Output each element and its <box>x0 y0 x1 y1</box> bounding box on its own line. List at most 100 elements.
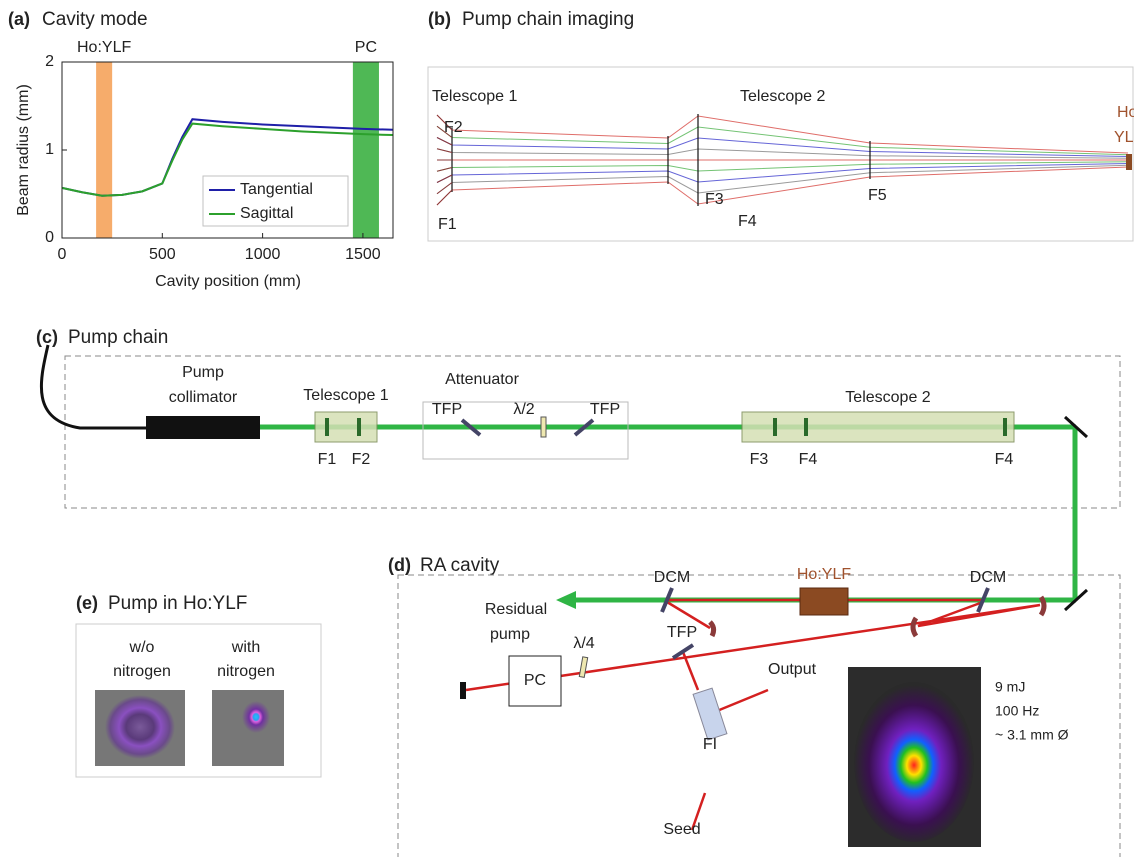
curved-mirror <box>913 618 916 636</box>
lens-label: F4 <box>738 213 757 230</box>
component-label: TFP <box>432 401 462 418</box>
x-tick-label: 1500 <box>345 246 381 263</box>
ray <box>437 126 1128 155</box>
figure: (a) Cavity mode Cavity position (mm) Bea… <box>0 0 1134 857</box>
beam-spot <box>854 682 974 842</box>
lens <box>357 418 361 436</box>
source-ray <box>437 175 452 183</box>
beam-spot <box>105 695 175 759</box>
image-label: nitrogen <box>113 663 171 680</box>
y-tick-label: 0 <box>45 229 54 246</box>
region-label: Ho:YLF <box>77 39 131 56</box>
x-tick-label: 1000 <box>245 246 281 263</box>
y-tick-label: 1 <box>45 141 54 158</box>
fiber <box>41 345 146 428</box>
component-label: Pump <box>182 364 224 381</box>
ray <box>437 149 1128 159</box>
lens <box>1003 418 1007 436</box>
component-label: Ho:YLF <box>797 566 851 583</box>
component-label: collimator <box>169 389 238 406</box>
panel-title: Pump chain imaging <box>462 9 634 30</box>
source-ray <box>437 149 452 153</box>
legend-label: Tangential <box>240 181 313 198</box>
y-tick-label: 2 <box>45 53 54 70</box>
region <box>353 62 379 238</box>
ray <box>437 165 1128 194</box>
panel-label: (a) <box>8 9 30 29</box>
lens-label: F3 <box>750 451 769 468</box>
component-label: Attenuator <box>445 371 520 388</box>
x-tick-label: 0 <box>58 246 67 263</box>
image-label: w/o <box>129 639 155 656</box>
ray-trace <box>437 114 1128 206</box>
component-label: TFP <box>667 624 697 641</box>
panel-label: (e) <box>76 593 98 613</box>
beam-spot <box>242 701 270 733</box>
lens-label: F3 <box>705 191 724 208</box>
ray <box>437 115 1128 153</box>
component-label: Residual <box>485 601 547 618</box>
beam-spec: ~ 3.1 mm Ø <box>995 727 1069 743</box>
lens-label: F1 <box>438 216 457 233</box>
beam-spec: 100 Hz <box>995 703 1039 719</box>
crystal <box>800 588 848 615</box>
component-label: PC <box>524 672 546 689</box>
component-label: λ/4 <box>573 635 594 652</box>
y-axis-label: Beam radius (mm) <box>15 84 32 216</box>
component-label: Output <box>768 661 817 678</box>
lens <box>804 418 808 436</box>
component-label: Seed <box>663 821 700 838</box>
image-label: nitrogen <box>217 663 275 680</box>
ray <box>437 162 1128 172</box>
source-ray <box>437 138 452 146</box>
panel-label: (b) <box>428 9 451 29</box>
ray <box>437 167 1128 205</box>
arrow-head <box>556 591 576 609</box>
telescope-label: Telescope 1 <box>303 387 388 404</box>
lens-label: F5 <box>868 187 887 204</box>
lens-label: F2 <box>444 119 463 136</box>
lens-label: F4 <box>995 451 1014 468</box>
lens <box>773 418 777 436</box>
collimator <box>146 416 260 439</box>
telescope-label: Telescope 2 <box>845 389 930 406</box>
telescope <box>742 412 1014 442</box>
panel-title: RA cavity <box>420 555 500 576</box>
source-ray <box>437 168 452 172</box>
panel-label: (d) <box>388 555 411 575</box>
component-label: FI <box>703 736 717 753</box>
component-label: λ/2 <box>513 401 534 418</box>
panel-label: (c) <box>36 327 58 347</box>
panel-title: Pump in Ho:YLF <box>108 593 247 614</box>
panel-title: Pump chain <box>68 327 168 348</box>
x-axis-label: Cavity position (mm) <box>155 273 301 290</box>
waveplate <box>541 417 546 437</box>
telescope-label: Telescope 2 <box>740 88 825 105</box>
waveplate <box>579 657 587 678</box>
crystal-label: YLF <box>1114 129 1134 146</box>
region-label: PC <box>355 39 377 56</box>
lens-label: F4 <box>799 451 818 468</box>
faraday-isolator <box>693 688 727 740</box>
panel-title: Cavity mode <box>42 9 148 30</box>
legend-label: Sagittal <box>240 205 293 222</box>
lens-label: F2 <box>352 451 371 468</box>
curved-mirror <box>710 622 714 636</box>
lens-label: F1 <box>318 451 337 468</box>
crystal <box>1126 154 1132 170</box>
component-label: DCM <box>654 569 690 586</box>
component-label: DCM <box>970 569 1006 586</box>
beam-spec: 9 mJ <box>995 679 1025 695</box>
curved-mirror <box>1041 597 1044 615</box>
end-mirror <box>460 682 466 699</box>
component-label: pump <box>490 626 530 643</box>
crystal-label: Ho: <box>1117 104 1134 121</box>
telescope-label: Telescope 1 <box>432 88 517 105</box>
region <box>96 62 112 238</box>
x-tick-label: 500 <box>149 246 176 263</box>
image-label: with <box>231 639 260 656</box>
component-label: TFP <box>590 401 620 418</box>
lens <box>325 418 329 436</box>
cavity-mode-chart: Ho:YLF PC 0 500 1000 1500 0 1 2 Tangential Sagitta… <box>45 39 393 263</box>
telescope <box>315 412 377 442</box>
